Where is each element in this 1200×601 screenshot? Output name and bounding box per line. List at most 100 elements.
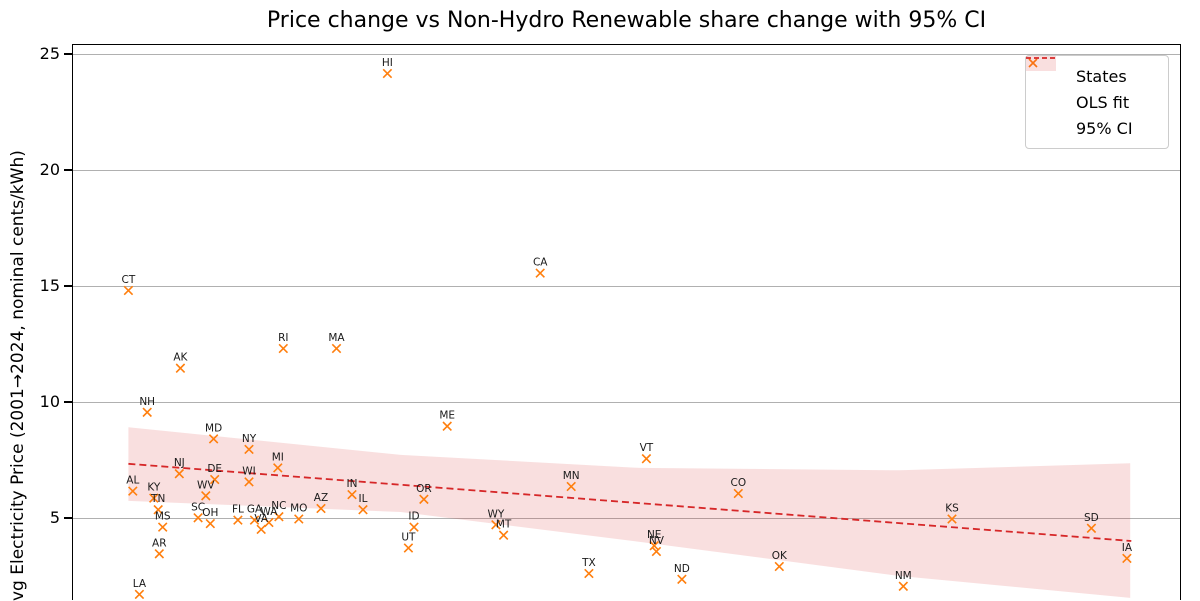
state-marker-AK [175,363,186,373]
state-marker-VA [256,524,266,535]
state-label-MO: MO [290,503,307,515]
legend-entry-states: States [1028,58,1158,89]
state-marker-FL [233,515,243,525]
y-tick-label-25: 25 [39,43,60,63]
state-marker-OH [205,518,216,529]
state-label-WI: WI [242,465,255,477]
state-marker-OK [774,561,785,572]
state-label-AR: AR [152,537,166,549]
state-label-LA: LA [133,578,147,590]
gridline-y-5 [73,518,1180,520]
state-marker-IN [347,489,357,500]
state-label-CA: CA [533,257,548,269]
state-label-AK: AK [173,352,188,364]
state-marker-ME [442,421,452,431]
state-marker-ID [409,522,419,532]
state-marker-KS [947,514,957,524]
state-label-ME: ME [439,410,455,422]
state-label-TN: TN [150,493,165,505]
state-label-KY: KY [147,482,161,494]
state-label-FL: FL [232,504,244,516]
y-tick-mark [64,168,72,171]
state-label-CT: CT [122,274,136,286]
legend-label-ci: 95% CI [1076,118,1133,138]
y-tick-mark [64,284,72,287]
state-marker-OR [419,494,429,505]
state-label-WA: WA [260,506,278,518]
plot-area: HI CA CT RI MA AK NH ME MD NY VT MI NJ DE WI MN AL CO IN WV… [72,44,1181,600]
state-marker-KY [149,493,159,503]
state-marker-LA [134,589,145,599]
state-label-OH: OH [202,507,218,519]
state-marker-VT [641,453,652,464]
state-marker-NY [244,444,254,455]
y-axis-label: vg Electricity Price (2001→2024, nominal… [8,150,28,601]
state-label-ND: ND [674,563,690,575]
state-marker-IA [1122,553,1132,564]
state-marker-MS [157,522,168,532]
y-tick-mark [64,516,72,519]
state-marker-HI [382,68,393,79]
state-label-IN: IN [347,478,358,490]
state-label-MI: MI [272,451,284,463]
state-marker-NH [142,407,152,418]
y-tick-label-10: 10 [39,391,60,411]
state-label-ID: ID [408,511,419,523]
state-marker-TN [153,504,163,515]
gridline-y-10 [73,402,1180,404]
state-label-HI: HI [382,57,393,69]
state-label-UT: UT [401,532,416,544]
legend: States OLS fit 95% CI [1025,55,1169,149]
y-tick-label-15: 15 [39,275,60,295]
state-marker-RI [278,343,289,354]
state-marker-DE [209,474,220,485]
state-label-MS: MS [155,511,171,523]
state-label-CO: CO [730,477,746,489]
state-label-MN: MN [563,470,580,482]
state-label-NV: NV [649,535,665,547]
state-label-OR: OR [416,483,432,495]
state-label-MD: MD [205,422,222,434]
state-marker-NM [898,581,909,592]
state-marker-NE [649,540,659,551]
state-marker-MA [331,343,342,354]
legend-label-states: States [1076,66,1127,86]
state-label-KS: KS [945,503,959,515]
state-marker-WV [201,491,211,501]
state-label-NE: NE [647,529,662,541]
state-marker-MD [208,434,219,444]
state-marker-GA [249,515,260,525]
state-marker-AL [128,486,138,496]
state-label-OK: OK [772,550,788,562]
state-label-WY: WY [488,508,505,520]
state-label-NJ: NJ [174,457,185,469]
state-marker-TX [584,568,594,579]
y-tick-mark [64,400,72,403]
state-label-DE: DE [207,463,222,475]
state-marker-UT [403,543,414,553]
state-label-IA: IA [1122,542,1133,554]
state-marker-AZ [316,503,326,514]
state-marker-CT [123,285,134,296]
state-label-SC: SC [191,501,205,513]
state-label-GA: GA [247,504,263,516]
state-marker-MI [273,463,283,473]
state-label-AZ: AZ [314,492,328,504]
state-marker-NJ [174,468,185,479]
state-marker-CA [535,268,545,278]
state-marker-AR [154,549,165,559]
state-marker-MN [566,481,576,492]
state-marker-WI [244,477,254,487]
state-label-VT: VT [640,442,654,454]
legend-entry-ols-fit: OLS fit [1026,57,1158,115]
state-marker-NV [651,546,662,557]
gridline-y-25 [73,54,1180,56]
state-marker-WA [264,517,274,528]
state-marker-SD [1086,523,1097,534]
state-label-NC: NC [271,500,286,512]
ols-fit-line [128,462,1132,542]
state-label-SD: SD [1084,512,1099,524]
state-label-IL: IL [359,493,368,505]
state-label-VA: VA [254,513,269,525]
